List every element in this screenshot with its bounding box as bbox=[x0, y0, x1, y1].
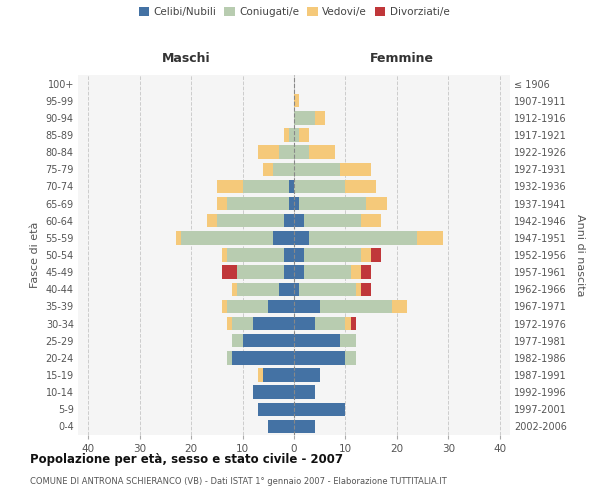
Bar bbox=[258, 146, 278, 159]
Bar bbox=[284, 128, 289, 141]
Bar bbox=[253, 317, 294, 330]
Bar bbox=[284, 214, 294, 228]
Bar bbox=[294, 351, 346, 364]
Bar bbox=[238, 266, 284, 279]
Bar bbox=[284, 266, 294, 279]
Y-axis label: Anni di nascita: Anni di nascita bbox=[575, 214, 586, 296]
Bar bbox=[392, 300, 407, 313]
Bar bbox=[289, 128, 294, 141]
Bar bbox=[253, 386, 294, 399]
Bar bbox=[176, 231, 181, 244]
Bar bbox=[222, 300, 227, 313]
Bar bbox=[340, 334, 356, 347]
Bar bbox=[350, 266, 361, 279]
Bar bbox=[217, 197, 227, 210]
Bar bbox=[366, 197, 386, 210]
Bar bbox=[242, 334, 294, 347]
Text: Maschi: Maschi bbox=[161, 52, 211, 64]
Bar bbox=[314, 317, 346, 330]
Bar bbox=[294, 368, 320, 382]
Bar bbox=[268, 300, 294, 313]
Bar bbox=[294, 128, 299, 141]
Bar bbox=[361, 214, 382, 228]
Bar bbox=[294, 231, 310, 244]
Bar bbox=[232, 334, 242, 347]
Bar bbox=[310, 231, 418, 244]
Bar bbox=[278, 146, 294, 159]
Bar bbox=[258, 368, 263, 382]
Bar bbox=[284, 248, 294, 262]
Bar bbox=[299, 128, 310, 141]
Bar bbox=[222, 248, 227, 262]
Bar bbox=[238, 282, 278, 296]
Bar bbox=[294, 248, 304, 262]
Bar bbox=[242, 180, 289, 193]
Bar bbox=[294, 386, 314, 399]
Bar bbox=[294, 266, 304, 279]
Bar bbox=[310, 146, 335, 159]
Bar bbox=[418, 231, 443, 244]
Text: Femmine: Femmine bbox=[370, 52, 434, 64]
Bar bbox=[361, 266, 371, 279]
Bar bbox=[294, 162, 340, 176]
Bar bbox=[294, 300, 320, 313]
Bar bbox=[346, 180, 376, 193]
Bar bbox=[346, 317, 350, 330]
Bar bbox=[289, 197, 294, 210]
Bar bbox=[304, 266, 350, 279]
Bar bbox=[181, 231, 274, 244]
Bar bbox=[304, 214, 361, 228]
Legend: Celibi/Nubili, Coniugati/e, Vedovi/e, Divorziati/e: Celibi/Nubili, Coniugati/e, Vedovi/e, Di… bbox=[137, 5, 451, 20]
Bar bbox=[232, 282, 238, 296]
Bar bbox=[263, 368, 294, 382]
Bar bbox=[294, 94, 299, 108]
Bar bbox=[227, 317, 232, 330]
Bar bbox=[350, 317, 356, 330]
Text: Popolazione per età, sesso e stato civile - 2007: Popolazione per età, sesso e stato civil… bbox=[30, 452, 343, 466]
Bar bbox=[289, 180, 294, 193]
Bar bbox=[294, 146, 310, 159]
Bar bbox=[320, 300, 392, 313]
Bar bbox=[304, 248, 361, 262]
Bar bbox=[294, 111, 314, 124]
Bar bbox=[222, 266, 238, 279]
Bar bbox=[274, 162, 294, 176]
Bar bbox=[294, 402, 346, 416]
Bar bbox=[346, 351, 356, 364]
Bar bbox=[217, 214, 284, 228]
Bar bbox=[299, 197, 366, 210]
Bar bbox=[258, 402, 294, 416]
Bar bbox=[294, 317, 314, 330]
Bar bbox=[227, 197, 289, 210]
Bar bbox=[371, 248, 382, 262]
Text: COMUNE DI ANTRONA SCHIERANCO (VB) - Dati ISTAT 1° gennaio 2007 - Elaborazione TU: COMUNE DI ANTRONA SCHIERANCO (VB) - Dati… bbox=[30, 476, 447, 486]
Bar bbox=[356, 282, 361, 296]
Bar bbox=[294, 180, 346, 193]
Bar bbox=[294, 420, 314, 433]
Bar bbox=[227, 248, 284, 262]
Bar bbox=[268, 420, 294, 433]
Bar bbox=[206, 214, 217, 228]
Bar bbox=[217, 180, 242, 193]
Bar bbox=[314, 111, 325, 124]
Y-axis label: Fasce di età: Fasce di età bbox=[30, 222, 40, 288]
Bar bbox=[263, 162, 274, 176]
Bar bbox=[299, 282, 356, 296]
Bar bbox=[232, 351, 294, 364]
Bar bbox=[232, 317, 253, 330]
Bar bbox=[227, 300, 268, 313]
Bar bbox=[294, 282, 299, 296]
Bar bbox=[340, 162, 371, 176]
Bar bbox=[278, 282, 294, 296]
Bar bbox=[361, 282, 371, 296]
Bar bbox=[294, 197, 299, 210]
Bar bbox=[294, 334, 340, 347]
Bar bbox=[361, 248, 371, 262]
Bar bbox=[227, 351, 232, 364]
Bar bbox=[274, 231, 294, 244]
Bar bbox=[294, 214, 304, 228]
